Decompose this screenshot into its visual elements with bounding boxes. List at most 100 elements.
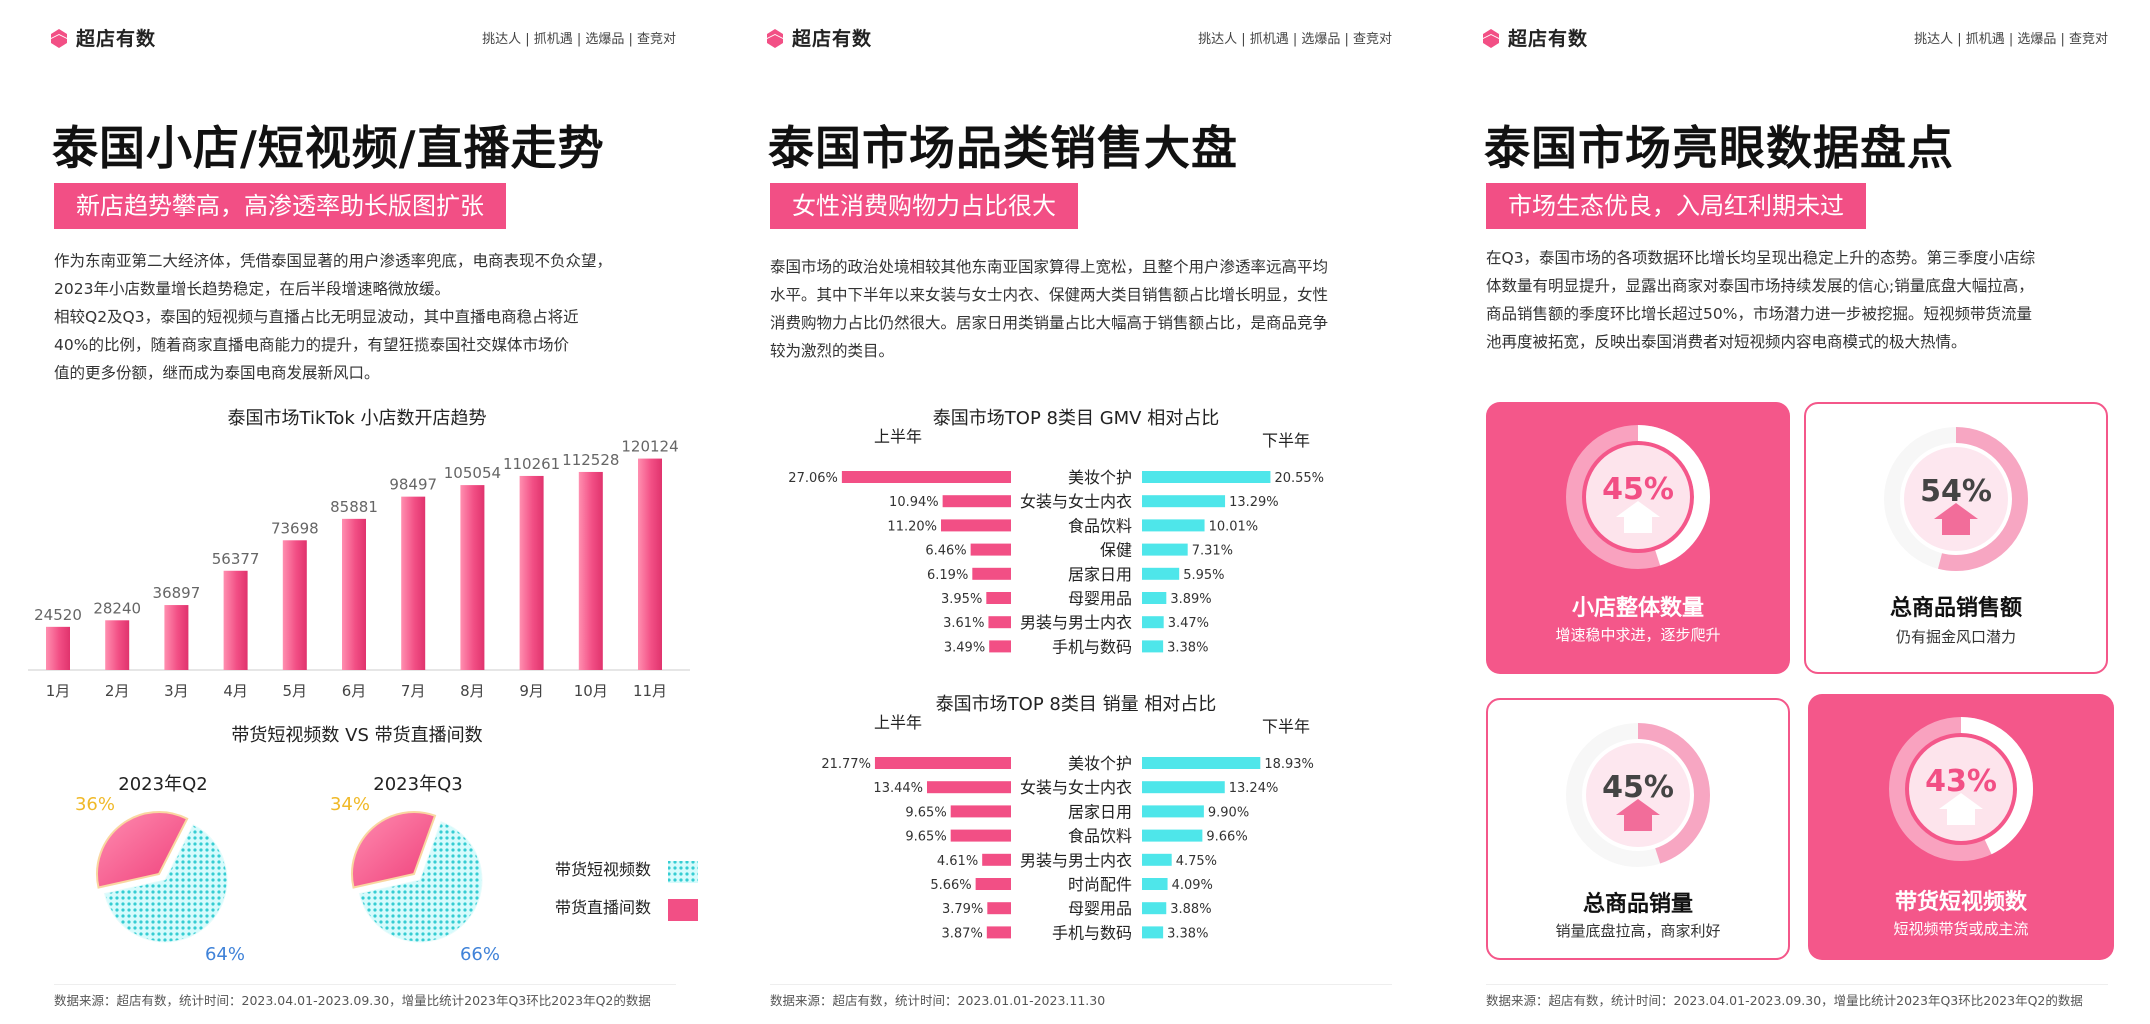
data-label: 112528 xyxy=(562,451,619,469)
data-label-right: 9.90% xyxy=(1208,805,1249,820)
data-label: 110261 xyxy=(503,455,560,473)
para-line: 在Q3，泰国市场的各项数据环比增长均呈现出稳定上升的态势。第三季度小店综 xyxy=(1486,249,2036,267)
brand-name: 超店有数 xyxy=(1508,28,1589,50)
bar-left xyxy=(874,757,1011,769)
top-nav-links[interactable]: 挑达人 | 抓机遇 | 选爆品 | 查竞对 xyxy=(1914,32,2108,47)
subtitle-banner: 新店趋势攀高，高渗透率助长版图扩张 xyxy=(54,183,506,229)
data-label-left: 21.77% xyxy=(821,757,871,772)
pie-slice xyxy=(351,811,437,889)
x-tick-label: 8月 xyxy=(460,682,485,700)
data-source-note: 数据来源：超店有数，统计时间：2023.01.01-2023.11.30 xyxy=(770,993,1106,1008)
x-tick-label: 7月 xyxy=(401,682,426,700)
kpi-title: 总商品销售额 xyxy=(1889,596,2022,621)
chart-title: 泰国市场TOP 8类目 GMV 相对占比 xyxy=(933,408,1219,429)
top-nav-links[interactable]: 挑达人 | 抓机遇 | 选爆品 | 查竞对 xyxy=(1198,32,1392,47)
category-label: 时尚配件 xyxy=(1068,875,1132,894)
page-title: 泰国小店/短视频/直播走势 xyxy=(52,121,605,175)
bar-right xyxy=(1142,567,1180,580)
data-label: 36897 xyxy=(153,584,201,602)
footer-divider xyxy=(54,984,676,985)
data-label-right: 3.38% xyxy=(1167,640,1208,655)
data-label: 24520 xyxy=(34,606,82,624)
kpi-card-video-count: 43% 带货短视频数 短视频带货或成主流 xyxy=(1808,694,2114,960)
kpi-card-sales-volume: 45% 总商品销量 销量底盘拉高，商家利好 xyxy=(1486,698,1790,960)
top-nav-links[interactable]: 挑达人 | 抓机遇 | 选爆品 | 查竞对 xyxy=(482,32,676,47)
kpi-subtitle: 销量底盘拉高，商家利好 xyxy=(1555,922,1721,940)
footer-divider xyxy=(770,984,1392,985)
category-label: 手机与数码 xyxy=(1052,923,1132,942)
para-line: 水平。其中下半年以来女装与女士内衣、保健两大类目销售额占比增长明显，女性 xyxy=(770,286,1329,304)
data-label-right: 13.24% xyxy=(1229,781,1279,796)
para-line: 值的更多份额，继而成为泰国电商发展新风口。 xyxy=(54,364,380,382)
para-line: 体数量有明显提升，显露出商家对泰国市场持续发展的信心;销量底盘大幅拉高， xyxy=(1486,277,2034,295)
para-line: 较为激烈的类目。 xyxy=(770,342,895,360)
bar-right xyxy=(1142,926,1164,939)
left-series-label: 上半年 xyxy=(874,713,922,732)
data-label-right: 4.75% xyxy=(1176,854,1217,869)
data-label-right: 7.31% xyxy=(1192,544,1233,559)
para-line: 2023年小店数量增长趋势稳定，在后半段增速略微放缓。 xyxy=(54,280,450,298)
category-label: 居家日用 xyxy=(1068,802,1132,821)
ring-progress xyxy=(1889,717,2033,861)
bar-left xyxy=(941,519,1011,532)
x-tick-label: 6月 xyxy=(342,682,367,700)
pie-slice xyxy=(358,821,483,943)
data-label-left: 13.44% xyxy=(873,781,923,796)
kpi-card-sales-amount: 54% 总商品销售额 仍有掘金风口潜力 xyxy=(1804,402,2108,674)
data-label-right: 4.09% xyxy=(1172,878,1213,893)
bar-left xyxy=(841,471,1011,483)
brand-logo[interactable]: 超店有数 xyxy=(764,24,872,51)
data-label-right: 18.93% xyxy=(1264,757,1314,772)
subtitle-banner: 女性消费购物力占比很大 xyxy=(770,183,1078,229)
x-tick-label: 2月 xyxy=(105,682,130,700)
category-label: 母婴用品 xyxy=(1068,899,1132,918)
ring-progress-icon: 43% xyxy=(1889,717,2033,861)
kpi-subtitle: 短视频带货或成主流 xyxy=(1893,920,2029,938)
data-label: 105054 xyxy=(444,464,501,482)
pie-title: 2023年Q2 xyxy=(118,774,207,795)
data-label-right: 3.38% xyxy=(1167,926,1208,941)
up-arrow-icon xyxy=(1616,501,1660,533)
category-label: 母婴用品 xyxy=(1068,589,1132,608)
data-label-left: 10.94% xyxy=(889,495,939,510)
ring-progress-icon: 45% xyxy=(1566,425,1710,569)
category-label: 美妆个护 xyxy=(1068,754,1132,773)
data-label-left: 27.06% xyxy=(788,471,838,486)
right-series-label: 下半年 xyxy=(1262,431,1310,450)
bar-right xyxy=(1142,757,1261,769)
data-label-left: 6.46% xyxy=(925,544,966,559)
legend-label: 带货短视频数 xyxy=(555,860,651,879)
pie-label: 36% xyxy=(75,794,115,815)
kpi-title: 小店整体数量 xyxy=(1571,596,1704,621)
brand-logo[interactable]: 超店有数 xyxy=(1480,24,1588,51)
bar xyxy=(223,570,248,670)
bar-right xyxy=(1142,495,1226,508)
bar-right xyxy=(1142,781,1225,794)
bar-left xyxy=(986,592,1011,604)
data-label-right: 5.95% xyxy=(1183,568,1224,583)
bar xyxy=(460,485,485,670)
ring-inner xyxy=(1586,445,1690,549)
data-label-right: 10.01% xyxy=(1209,519,1259,534)
data-label-left: 3.87% xyxy=(942,926,983,941)
data-source-note: 数据来源：超店有数，统计时间：2023.04.01-2023.09.30，增量比… xyxy=(1486,993,2083,1008)
bar-left xyxy=(982,853,1011,866)
data-label-left: 11.20% xyxy=(887,519,937,534)
data-label: 120124 xyxy=(621,438,678,456)
bar-right xyxy=(1142,805,1204,818)
kpi-subtitle: 仍有掘金风口潜力 xyxy=(1895,628,2016,646)
pie-title: 2023年Q3 xyxy=(373,774,462,795)
data-label: 73698 xyxy=(271,519,319,537)
bar-left xyxy=(987,902,1011,915)
brand-logo[interactable]: 超店有数 xyxy=(48,24,156,51)
category-label: 女装与女士内衣 xyxy=(1020,492,1132,511)
kpi-title: 总商品销量 xyxy=(1582,892,1693,917)
data-label-left: 3.61% xyxy=(943,616,984,631)
data-label: 56377 xyxy=(212,550,260,568)
bar-left xyxy=(972,567,1011,580)
data-label-right: 13.29% xyxy=(1229,495,1279,510)
pie-label: 66% xyxy=(460,944,500,965)
ring-inner xyxy=(1586,743,1690,847)
data-label-right: 3.89% xyxy=(1170,592,1211,607)
